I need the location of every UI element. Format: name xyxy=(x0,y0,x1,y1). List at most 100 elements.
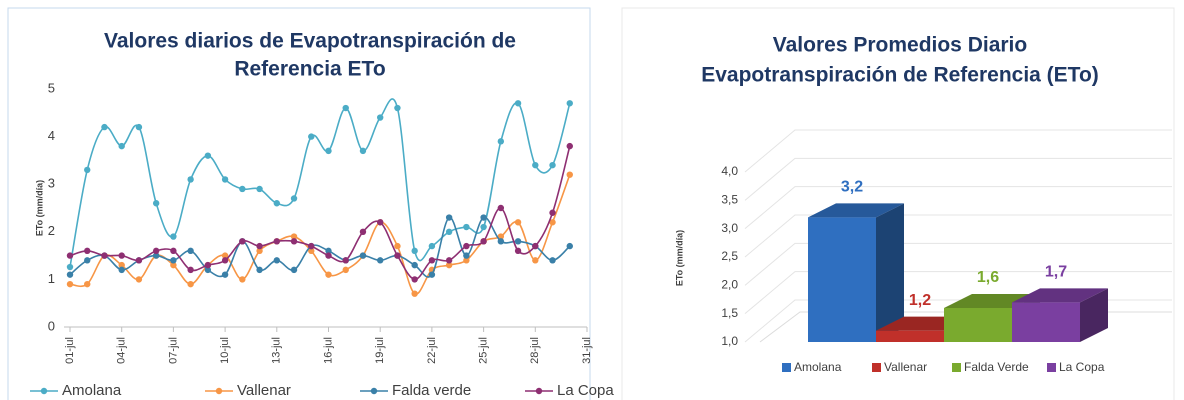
point xyxy=(256,266,263,274)
point xyxy=(187,176,194,183)
value-label: 3,2 xyxy=(841,179,863,196)
legend-marker xyxy=(40,387,48,395)
grid-line xyxy=(744,242,1172,286)
point xyxy=(290,266,298,274)
legend-label: Amolana xyxy=(794,360,842,374)
legend-marker xyxy=(215,387,223,395)
point xyxy=(66,252,74,259)
point xyxy=(84,280,91,288)
point xyxy=(359,252,367,259)
point xyxy=(101,252,108,259)
point xyxy=(66,263,74,271)
point xyxy=(377,257,384,264)
panel-right xyxy=(621,7,1175,400)
point xyxy=(445,214,453,221)
legend-marker xyxy=(370,387,378,395)
value-label: 1,7 xyxy=(1045,264,1067,281)
point xyxy=(135,276,143,283)
x-tick-label: 07-jul xyxy=(167,337,179,364)
legend-label: Falda Verde xyxy=(964,360,1029,374)
point xyxy=(256,185,263,193)
legend-swatch xyxy=(872,363,881,372)
point xyxy=(411,247,418,255)
chart-title: Referencia ETo xyxy=(234,58,385,81)
point xyxy=(256,247,263,255)
y-axis-label: ETo (mm/día) xyxy=(34,180,44,236)
point xyxy=(445,261,453,269)
point xyxy=(170,261,177,269)
point xyxy=(342,104,349,112)
legend-swatch xyxy=(1047,363,1056,372)
y-tick-label: 1 xyxy=(48,271,55,286)
point xyxy=(463,257,470,264)
point xyxy=(273,257,280,264)
value-label: 1,2 xyxy=(909,292,931,309)
point xyxy=(480,238,487,245)
bar-side xyxy=(876,203,904,342)
y-tick-label: 2,0 xyxy=(721,278,738,292)
point xyxy=(411,290,418,297)
point xyxy=(290,233,298,240)
legend-label: La Copa xyxy=(557,382,614,399)
y-tick-label: 1,0 xyxy=(721,334,738,348)
point xyxy=(308,247,315,255)
bar xyxy=(876,330,944,342)
legend-label: Vallenar xyxy=(884,360,927,374)
point xyxy=(221,271,229,278)
point xyxy=(463,252,470,259)
point xyxy=(187,280,194,288)
legend-label: La Copa xyxy=(1059,360,1105,374)
point xyxy=(532,161,539,169)
point xyxy=(170,257,177,264)
point xyxy=(514,247,522,255)
point xyxy=(152,200,160,207)
point xyxy=(152,247,160,255)
point xyxy=(325,247,332,255)
point xyxy=(308,133,315,140)
legend-label: Amolana xyxy=(62,382,122,399)
point xyxy=(359,228,367,235)
grid-line xyxy=(744,271,1172,315)
point xyxy=(325,147,332,155)
point xyxy=(342,257,349,264)
point xyxy=(308,242,315,250)
point xyxy=(118,266,125,274)
point xyxy=(463,242,470,250)
point xyxy=(290,195,298,202)
y-tick-label: 4,0 xyxy=(721,164,738,178)
legend-swatch xyxy=(782,363,791,372)
grid-line xyxy=(744,186,1172,230)
chart-title: Valores diarios de Evapotranspiración de xyxy=(104,30,516,53)
point xyxy=(497,204,505,212)
legend-label: Falda verde xyxy=(392,382,471,399)
point xyxy=(221,176,229,183)
bar xyxy=(1012,302,1080,342)
legend-label: Vallenar xyxy=(237,382,291,399)
point xyxy=(463,223,470,231)
point xyxy=(566,142,573,150)
point xyxy=(66,271,74,278)
point xyxy=(325,252,332,259)
point xyxy=(239,276,246,283)
point xyxy=(497,238,505,245)
point xyxy=(118,142,125,150)
point xyxy=(394,104,401,112)
point xyxy=(480,214,487,221)
value-label: 1,6 xyxy=(977,269,999,286)
point xyxy=(549,219,556,226)
point xyxy=(549,161,556,169)
x-tick-label: 19-jul xyxy=(374,337,386,364)
point xyxy=(532,242,539,250)
point xyxy=(566,100,573,107)
point xyxy=(377,219,384,226)
point xyxy=(204,152,212,159)
y-tick-label: 3,5 xyxy=(721,193,738,207)
grid-line xyxy=(744,157,1172,201)
x-tick-label: 25-jul xyxy=(478,337,490,364)
point xyxy=(445,257,453,264)
point xyxy=(84,166,91,174)
bar-side xyxy=(1080,288,1108,342)
point xyxy=(273,238,280,245)
y-axis-label: ETo (mm/día) xyxy=(674,230,684,286)
point xyxy=(325,271,332,278)
